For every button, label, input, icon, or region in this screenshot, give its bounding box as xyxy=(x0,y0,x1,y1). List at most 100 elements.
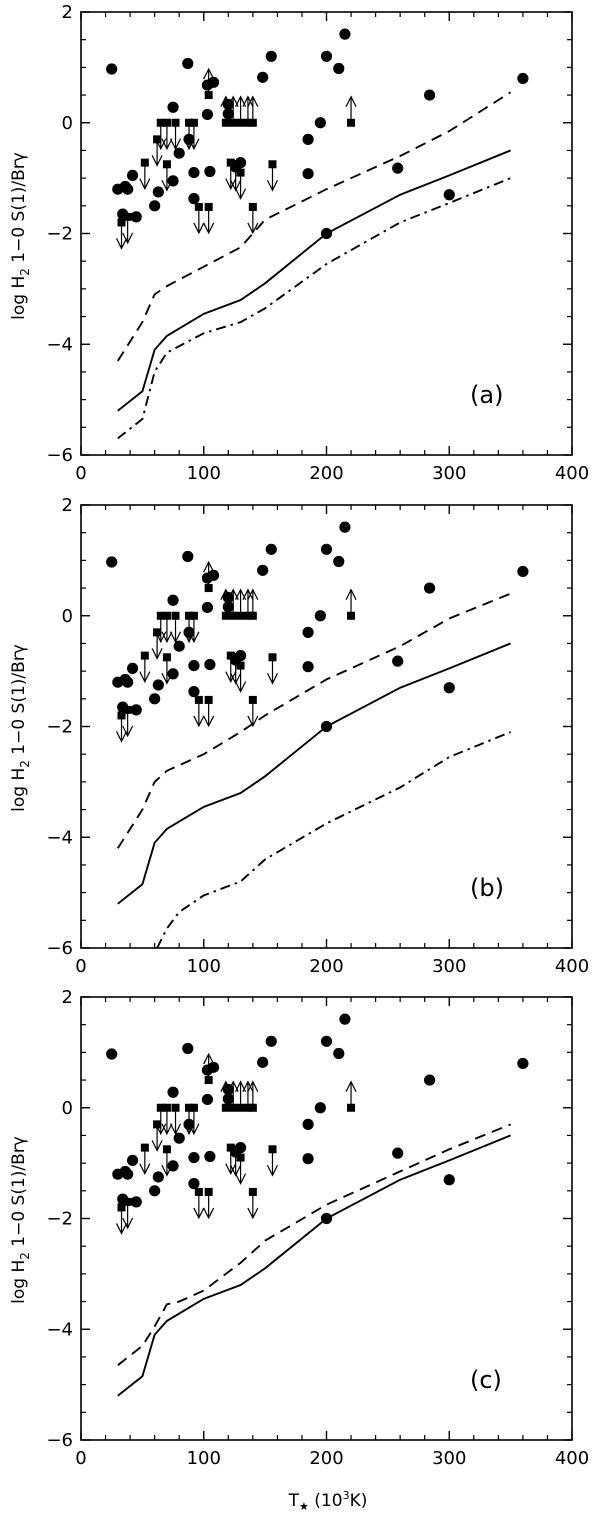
upper-limit-arrowhead xyxy=(230,1165,242,1177)
y-tick-label: 0 xyxy=(62,1098,73,1119)
detection-point xyxy=(320,1035,333,1047)
detection-point xyxy=(333,555,345,568)
y-axis-label-b: log H2 1−0 S(1)/Brγ xyxy=(9,644,32,812)
upper-limit-arrowhead xyxy=(266,1165,279,1177)
detection-point xyxy=(265,543,277,555)
y-axis-label-a: log H2 1−0 S(1)/Brγ xyxy=(9,152,32,320)
lower-limit-arrowhead xyxy=(203,67,215,80)
ylabel-sub: 2 xyxy=(18,760,32,768)
upper-limit-arrowhead xyxy=(169,631,182,644)
detection-point xyxy=(126,662,139,674)
detection-point xyxy=(517,1057,529,1070)
lower-limit-arrowhead xyxy=(242,95,254,108)
detection-point xyxy=(424,89,436,101)
chart-panel: 0 100 200 300 400 −6 −4 −2 0 2 (b) xyxy=(46,495,589,977)
upper-limit-arrowhead xyxy=(203,222,215,235)
detection-point xyxy=(424,1074,436,1086)
detection-point xyxy=(188,166,200,179)
y-tick-label: −6 xyxy=(46,445,73,466)
detection-point xyxy=(392,1147,404,1159)
upper-limit-arrowhead xyxy=(266,180,279,192)
solid-model-line xyxy=(117,1134,511,1397)
detection-point xyxy=(167,1086,179,1098)
detection-point xyxy=(314,1102,326,1114)
ylabel-sub: 2 xyxy=(18,1252,32,1260)
detection-point xyxy=(204,165,216,178)
y-tick-label: −2 xyxy=(46,717,73,738)
lower-limit-arrowhead xyxy=(203,1052,215,1065)
detection-point xyxy=(130,1196,142,1208)
y-tick-label: 2 xyxy=(62,2,73,23)
y-axis-label-c: log H2 1−0 S(1)/Brγ xyxy=(9,1136,32,1304)
detection-point xyxy=(302,133,314,145)
detection-point xyxy=(204,658,216,671)
upper-limit-arrowhead xyxy=(169,138,182,151)
detection-point xyxy=(207,569,220,581)
x-tick-label: 400 xyxy=(555,463,589,484)
detection-point xyxy=(314,117,326,129)
y-tick-label: −2 xyxy=(46,224,73,245)
detection-point xyxy=(188,1178,200,1190)
dashdot-model-line xyxy=(156,731,511,948)
detection-point xyxy=(173,147,185,159)
y-tick-label: 0 xyxy=(62,113,73,134)
x-tick-label: 400 xyxy=(555,1448,589,1469)
svg-text:log H2 1−0 S(1)/Brγ: log H2 1−0 S(1)/Brγ xyxy=(9,152,32,320)
panel-label: (b) xyxy=(470,874,504,902)
lower-limit-arrowhead xyxy=(247,588,259,601)
upper-limit-arrowhead xyxy=(151,155,163,167)
detection-point xyxy=(333,62,345,75)
ylabel-sub: 2 xyxy=(18,268,32,276)
ylabel-rest: 1−0 S(1)/Brγ xyxy=(9,152,29,268)
y-tick-label: 0 xyxy=(62,606,73,627)
upper-limit-arrowhead xyxy=(225,178,237,190)
ylabel-main: log H xyxy=(9,1260,29,1304)
detection-point xyxy=(320,227,333,240)
lower-limit-arrowhead xyxy=(345,588,357,601)
upper-limit-arrowhead xyxy=(161,1123,173,1136)
detection-point xyxy=(302,1118,314,1130)
detection-point xyxy=(149,693,161,705)
detection-point xyxy=(392,162,404,174)
detection-point xyxy=(188,1151,200,1164)
detection-point xyxy=(314,610,326,622)
detection-point xyxy=(204,1150,216,1163)
xlabel-unit-b: K) xyxy=(350,1491,368,1511)
x-tick-label: 100 xyxy=(187,956,221,977)
detection-point xyxy=(126,169,139,181)
upper-limit-arrowhead xyxy=(203,1207,215,1220)
lower-limit-arrowhead xyxy=(203,560,215,573)
detection-point xyxy=(517,72,529,85)
y-tick-label: −4 xyxy=(46,334,73,355)
x-tick-label: 400 xyxy=(555,956,589,977)
x-axis-label: T★ (103K) xyxy=(288,1489,368,1513)
upper-limit-arrowhead xyxy=(151,1140,163,1152)
upper-limit-arrowhead xyxy=(139,671,151,683)
xlabel-unit-a: (10 xyxy=(309,1491,343,1511)
detection-point xyxy=(339,521,351,533)
y-tick-label: −6 xyxy=(46,938,73,959)
upper-limit-arrowhead xyxy=(161,673,173,685)
dashdot-model-line xyxy=(117,177,511,440)
detection-point xyxy=(182,550,194,563)
xlabel-unit-sup: 3 xyxy=(343,1489,350,1502)
detection-point xyxy=(257,564,269,576)
upper-limit-arrowhead xyxy=(193,715,205,728)
lower-limit-arrowhead xyxy=(242,1080,254,1093)
upper-limit-arrowhead xyxy=(115,1223,128,1235)
upper-limit-arrowhead xyxy=(115,238,128,250)
detection-point xyxy=(302,661,314,673)
upper-limit-arrowhead xyxy=(247,1207,259,1220)
detection-point xyxy=(207,1061,220,1073)
lower-limit-arrowhead xyxy=(220,1080,232,1093)
detection-point xyxy=(149,200,161,212)
upper-limit-arrowhead xyxy=(161,180,173,192)
detection-point xyxy=(517,565,529,578)
lower-limit-arrowhead xyxy=(242,588,254,601)
svg-text:log H2 1−0 S(1)/Brγ: log H2 1−0 S(1)/Brγ xyxy=(9,644,32,812)
solid-model-line xyxy=(117,149,511,412)
upper-limit-arrowhead xyxy=(230,673,242,685)
detection-point xyxy=(201,1093,214,1106)
ylabel-main: log H xyxy=(9,276,29,320)
